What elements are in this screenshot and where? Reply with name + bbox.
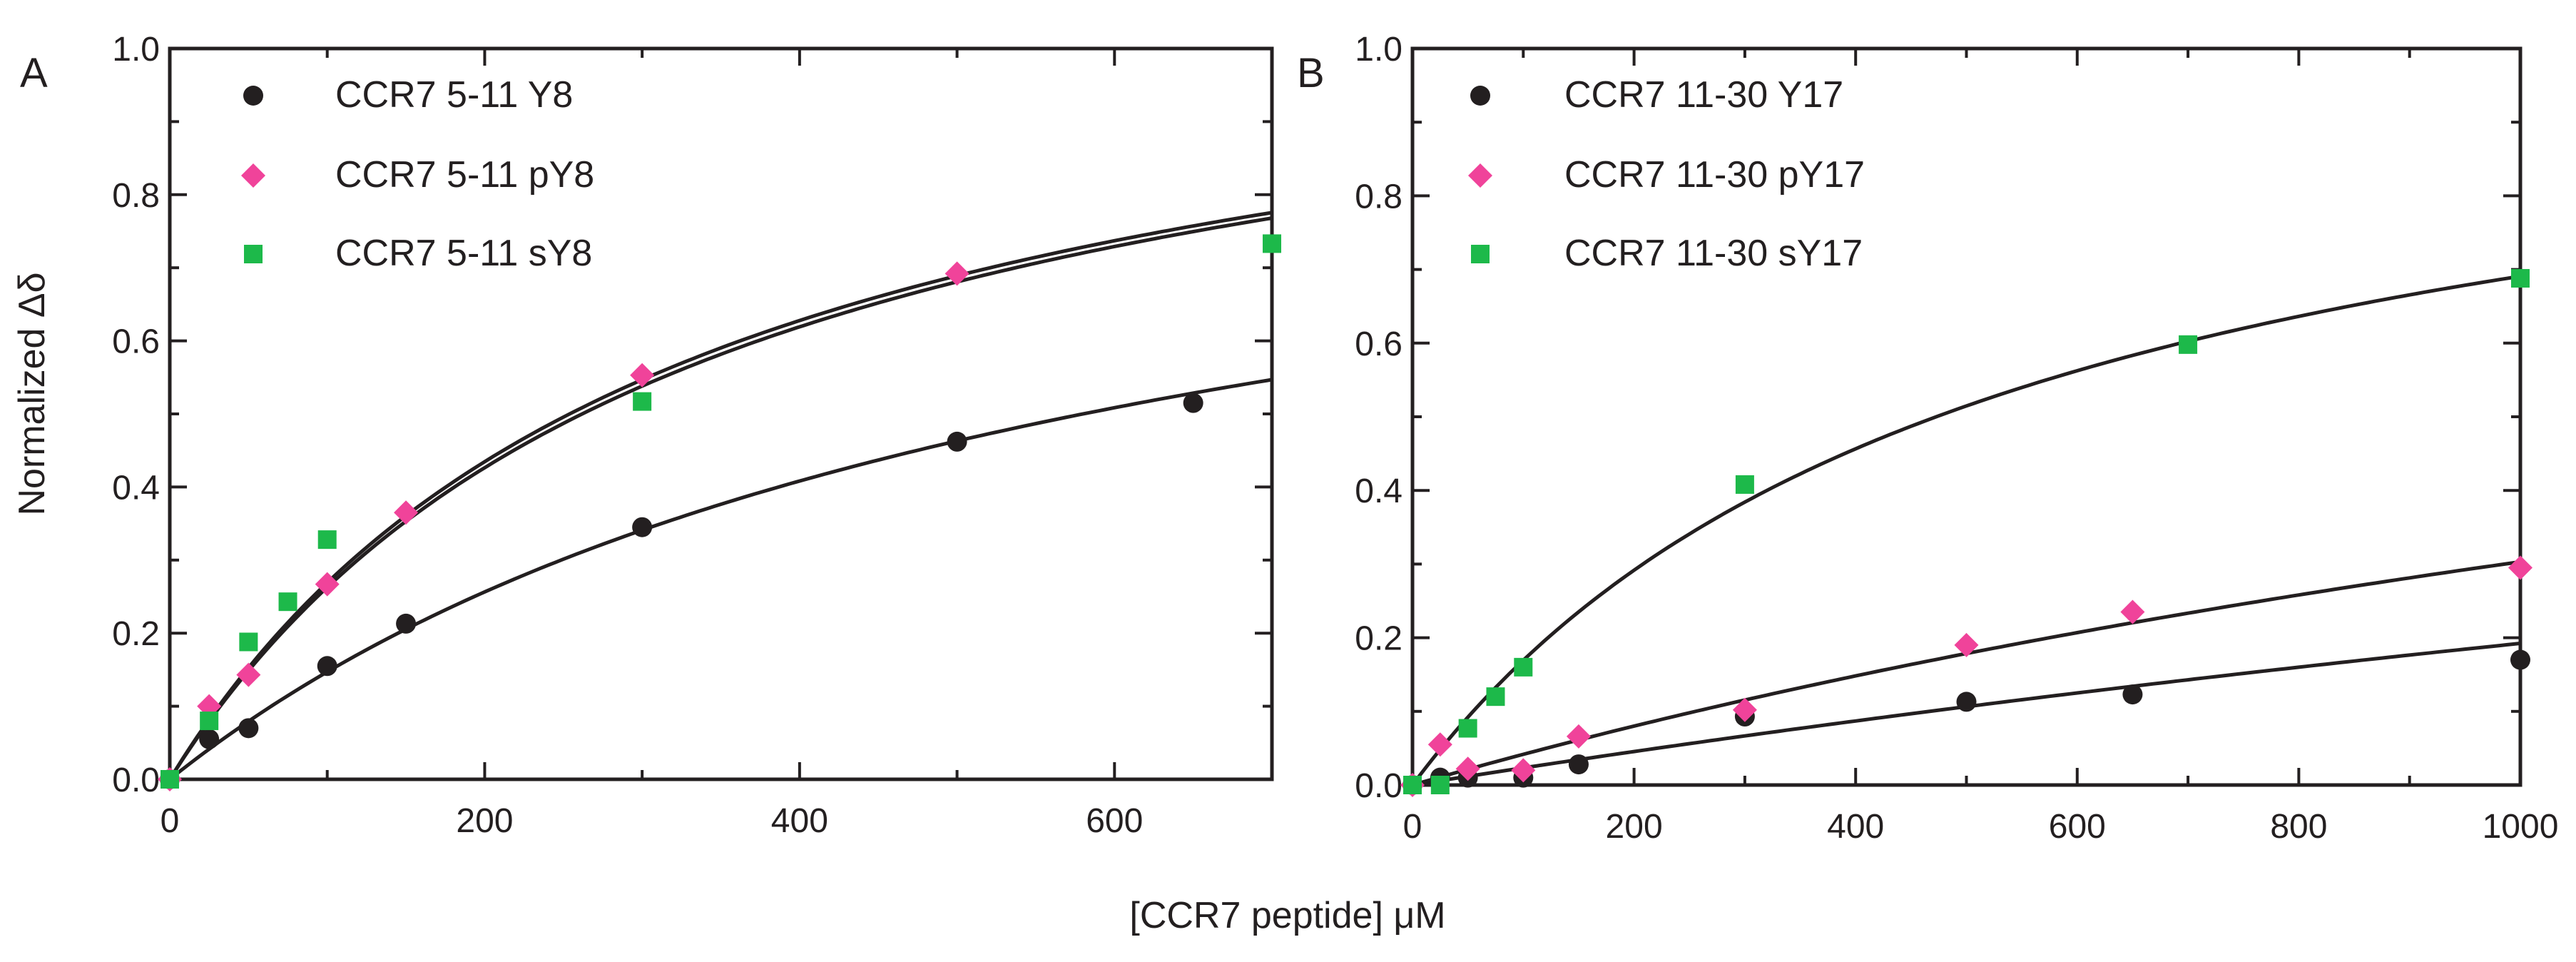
x-tick-label: 600 [2049,808,2106,846]
legend-marker [244,245,263,263]
fit-curve [170,378,1272,779]
x-tick-label: 0 [161,802,180,840]
legend-label: CCR7 11-30 pY17 [1564,154,1865,196]
data-point [239,632,258,652]
data-point [630,363,655,388]
y-tick-label: 0.4 [112,469,160,507]
data-point [1403,776,1422,794]
panel-label: B [1297,50,1325,96]
data-point [1956,692,1977,712]
x-tick-label: 200 [456,802,513,840]
legend-label: CCR7 5-11 sY8 [335,233,592,274]
data-point [2510,649,2530,670]
legend-marker [243,86,263,106]
y-tick-label: 1.0 [1355,31,1402,69]
y-tick-label: 1.0 [112,31,160,69]
data-point [1486,687,1505,707]
data-point [1514,657,1533,677]
y-tick-label: 0.8 [112,177,160,215]
y-tick-label: 0.2 [112,615,160,653]
data-point [1735,475,1754,494]
data-point [238,718,259,739]
data-point [2179,335,2198,354]
data-point [2508,555,2532,580]
panel-a: A 0 200 400 600 0.0 0.2 0.4 0.6 0.8 1.0 CCR7 5-11 Y… [20,31,1281,840]
legend-marker [1468,163,1492,188]
data-point [2120,599,2145,624]
legend-marker [1470,86,1490,106]
y-tick-label: 0.4 [1355,472,1402,510]
data-point [278,592,297,612]
legend-marker [1471,245,1490,263]
data-point [1458,719,1477,738]
x-tick-label: 400 [771,802,828,840]
data-point [1263,234,1281,253]
data-point [317,530,337,550]
data-point [236,662,261,687]
fit-curves [170,211,1272,779]
data-point [394,500,419,525]
data-point [396,613,417,634]
fit-curve [1412,274,2520,785]
legend-marker [241,163,265,188]
y-tick-label: 0.8 [1355,178,1402,216]
x-tick-label: 200 [1606,808,1663,846]
legend-label: CCR7 11-30 sY17 [1564,233,1863,274]
data-point [161,770,179,789]
data-point [1568,754,1589,775]
legend-label: CCR7 5-11 Y8 [335,74,573,116]
data-point [315,572,340,597]
data-point [632,517,653,537]
x-tick-label: 1000 [2483,808,2559,846]
x-tick-label: 800 [2270,808,2327,846]
y-tick-label: 0.6 [1355,325,1402,363]
panel-b: B 0 200 400 600 800 1000 0.0 0.2 0.4 0.6 0.8 1.0 CCR7… [1297,31,2558,846]
data-point [199,729,220,749]
x-tick-label: 0 [1403,808,1422,846]
fit-curve [170,216,1272,779]
y-tick-label: 0.6 [112,323,160,361]
y-tick-label: 0.0 [112,761,160,799]
data-point [1566,724,1591,749]
data-point [947,431,967,452]
data-point [633,392,652,411]
y-tick-label: 0.0 [1355,767,1402,805]
data-point [317,656,337,677]
x-axis-label: [CCR7 peptide] μM [1129,895,1445,936]
data-point [2511,268,2530,288]
data-point [1732,697,1757,722]
data-point [1427,732,1452,757]
data-point [1430,776,1450,794]
x-tick-label: 400 [1827,808,1884,846]
data-point [2122,684,2143,705]
data-point [1511,758,1536,783]
fit-curve [170,211,1272,779]
data-point [200,712,219,731]
data-point [1455,756,1480,781]
data-point [945,261,969,286]
panel-label: A [20,50,48,96]
legend-label: CCR7 11-30 Y17 [1564,74,1843,116]
y-axis-label: Normalized Δδ [11,272,53,515]
fit-curve [1412,560,2520,785]
y-tick-label: 0.2 [1355,620,1402,658]
data-point [1183,393,1203,413]
data-point [1954,632,1979,657]
legend-label: CCR7 5-11 pY8 [335,154,594,196]
x-tick-label: 600 [1086,802,1143,840]
